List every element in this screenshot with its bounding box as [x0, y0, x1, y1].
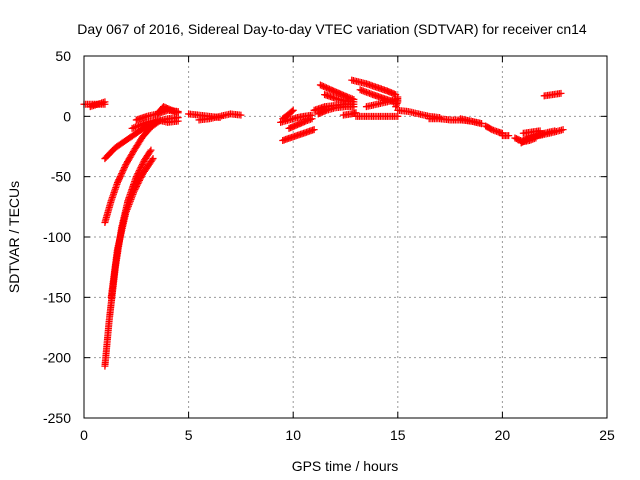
- data-point: [136, 176, 144, 184]
- data-point: [505, 132, 513, 140]
- data-point: [321, 83, 329, 91]
- x-tick-label: 0: [80, 427, 88, 443]
- data-point: [132, 173, 140, 181]
- data-point: [130, 187, 138, 195]
- data-point: [138, 160, 146, 168]
- data-point: [133, 171, 141, 179]
- chart-title: Day 067 of 2016, Sidereal Day-to-day VTE…: [77, 21, 587, 37]
- data-point: [116, 174, 124, 182]
- data-point: [136, 165, 144, 173]
- data-point: [174, 117, 182, 125]
- data-point: [135, 178, 143, 186]
- data-point: [131, 186, 139, 194]
- data-point: [130, 124, 138, 132]
- y-tick-label: -200: [43, 350, 71, 366]
- data-point: [148, 156, 156, 164]
- data-point: [120, 165, 128, 173]
- data-point: [557, 89, 565, 97]
- x-tick-label: 20: [495, 427, 511, 443]
- data-point: [128, 124, 136, 132]
- data-point: [392, 103, 400, 111]
- data-point: [308, 115, 316, 123]
- data-point: [174, 109, 182, 117]
- data-point: [149, 155, 157, 163]
- data-point: [393, 99, 401, 107]
- data-point: [288, 107, 296, 115]
- data-point: [132, 184, 140, 192]
- data-point: [138, 120, 146, 128]
- x-axis-label: GPS time / hours: [292, 458, 399, 474]
- data-point: [324, 84, 332, 92]
- data-point: [350, 98, 358, 106]
- data-point: [316, 81, 324, 89]
- data-point: [118, 168, 126, 176]
- data-point: [101, 98, 109, 106]
- data-point: [322, 84, 330, 92]
- data-point: [310, 126, 318, 134]
- data-point: [133, 181, 141, 189]
- x-tick-label: 25: [599, 427, 615, 443]
- data-points: [80, 76, 567, 370]
- data-point: [119, 167, 127, 175]
- data-point: [551, 127, 559, 135]
- data-point: [139, 159, 147, 167]
- x-tick-label: 15: [390, 427, 406, 443]
- data-point: [118, 170, 126, 178]
- data-point: [536, 127, 544, 135]
- data-point: [394, 112, 402, 120]
- data-point: [146, 147, 154, 155]
- data-point: [237, 111, 245, 119]
- data-point: [117, 171, 125, 179]
- data-point: [131, 123, 139, 131]
- y-tick-label: 50: [55, 48, 71, 64]
- data-point: [132, 183, 140, 191]
- x-tick-label: 5: [185, 427, 193, 443]
- y-tick-label: -250: [43, 410, 71, 426]
- data-point: [394, 93, 402, 101]
- data-point: [319, 82, 327, 90]
- x-tick-label: 10: [285, 427, 301, 443]
- y-tick-label: -50: [51, 169, 71, 185]
- data-point: [477, 120, 485, 128]
- data-point: [137, 173, 145, 181]
- data-point: [147, 146, 155, 154]
- data-point: [134, 170, 142, 178]
- data-point: [134, 179, 142, 187]
- data-point: [135, 167, 143, 175]
- data-point: [133, 122, 141, 130]
- data-point: [135, 122, 143, 130]
- axis-ticks: 0 5 10 15 20 25 -250 -200 -150 -100 -50 0 50: [43, 48, 615, 443]
- data-point: [392, 101, 400, 109]
- data-point: [137, 163, 145, 171]
- data-point: [120, 164, 128, 172]
- y-tick-label: -150: [43, 289, 71, 305]
- data-point: [135, 168, 143, 176]
- data-point: [114, 177, 122, 185]
- data-point: [136, 121, 144, 129]
- data-point: [136, 175, 144, 183]
- y-tick-label: -100: [43, 229, 71, 245]
- data-point: [113, 179, 121, 187]
- data-point: [141, 119, 149, 127]
- data-point: [115, 176, 123, 184]
- y-tick-label: 0: [63, 108, 71, 124]
- data-point: [116, 173, 124, 181]
- data-point: [140, 120, 148, 128]
- data-point: [559, 126, 567, 134]
- y-axis-label: SDTVAR / TECUs: [6, 181, 22, 293]
- data-point: [138, 162, 146, 170]
- data-point: [289, 106, 297, 114]
- data-point: [318, 82, 326, 90]
